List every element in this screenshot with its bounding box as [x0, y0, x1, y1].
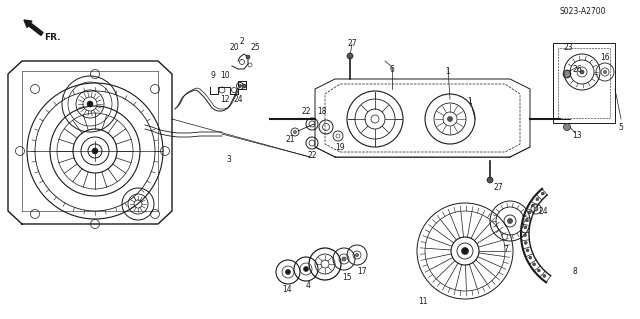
Text: 16: 16 — [600, 53, 610, 62]
Circle shape — [541, 192, 544, 195]
Circle shape — [525, 218, 529, 221]
Text: 18: 18 — [317, 107, 327, 115]
Text: 17: 17 — [357, 268, 367, 277]
Circle shape — [347, 53, 353, 59]
Circle shape — [242, 84, 246, 88]
Text: S023-A2700: S023-A2700 — [560, 6, 607, 16]
Bar — [553, 43, 615, 123]
Text: 27: 27 — [347, 40, 357, 48]
Circle shape — [526, 249, 529, 252]
Circle shape — [536, 198, 539, 201]
Circle shape — [604, 70, 607, 73]
Text: 10: 10 — [220, 71, 230, 80]
Circle shape — [529, 256, 532, 259]
Text: 3: 3 — [227, 155, 232, 165]
Circle shape — [355, 254, 358, 256]
Circle shape — [87, 101, 93, 107]
Text: 15: 15 — [342, 272, 352, 281]
Text: 1: 1 — [468, 97, 472, 106]
Text: 24: 24 — [233, 94, 243, 103]
Circle shape — [285, 270, 291, 275]
Text: 25: 25 — [250, 42, 260, 51]
Circle shape — [538, 269, 540, 272]
Circle shape — [543, 274, 546, 278]
Text: 1: 1 — [445, 66, 451, 76]
Circle shape — [580, 70, 584, 74]
Circle shape — [246, 55, 250, 59]
Circle shape — [563, 123, 570, 130]
Text: 24: 24 — [538, 206, 548, 216]
Text: 20: 20 — [229, 42, 239, 51]
Text: FR.: FR. — [44, 33, 60, 41]
Text: 6: 6 — [390, 64, 394, 73]
Circle shape — [534, 207, 538, 211]
Circle shape — [508, 219, 513, 224]
Circle shape — [461, 248, 468, 255]
Text: 7: 7 — [504, 244, 508, 254]
Circle shape — [294, 130, 296, 133]
Text: 22: 22 — [301, 107, 311, 115]
Circle shape — [524, 241, 527, 244]
Circle shape — [528, 211, 531, 214]
Circle shape — [487, 177, 493, 183]
Circle shape — [447, 116, 452, 122]
Text: 4: 4 — [305, 281, 310, 291]
Circle shape — [92, 148, 98, 154]
Circle shape — [563, 70, 571, 78]
Text: 13: 13 — [572, 130, 582, 139]
FancyArrow shape — [24, 20, 43, 35]
Text: 27: 27 — [493, 183, 503, 192]
Text: 19: 19 — [335, 143, 345, 152]
Text: 22: 22 — [307, 151, 317, 160]
Text: 2: 2 — [239, 36, 244, 46]
Circle shape — [532, 263, 536, 266]
Text: 14: 14 — [282, 285, 292, 293]
Circle shape — [303, 266, 308, 271]
Circle shape — [342, 257, 346, 261]
Circle shape — [531, 204, 534, 207]
Text: 9: 9 — [211, 71, 216, 80]
Circle shape — [524, 226, 527, 229]
Bar — [558, 48, 610, 118]
Text: 8: 8 — [573, 266, 577, 276]
Text: 11: 11 — [419, 296, 428, 306]
Text: 21: 21 — [285, 136, 295, 145]
Circle shape — [239, 85, 241, 87]
Text: 26: 26 — [572, 64, 582, 73]
Text: 5: 5 — [619, 122, 623, 131]
Text: 12: 12 — [220, 94, 230, 103]
Circle shape — [524, 234, 527, 237]
Text: 23: 23 — [563, 42, 573, 51]
